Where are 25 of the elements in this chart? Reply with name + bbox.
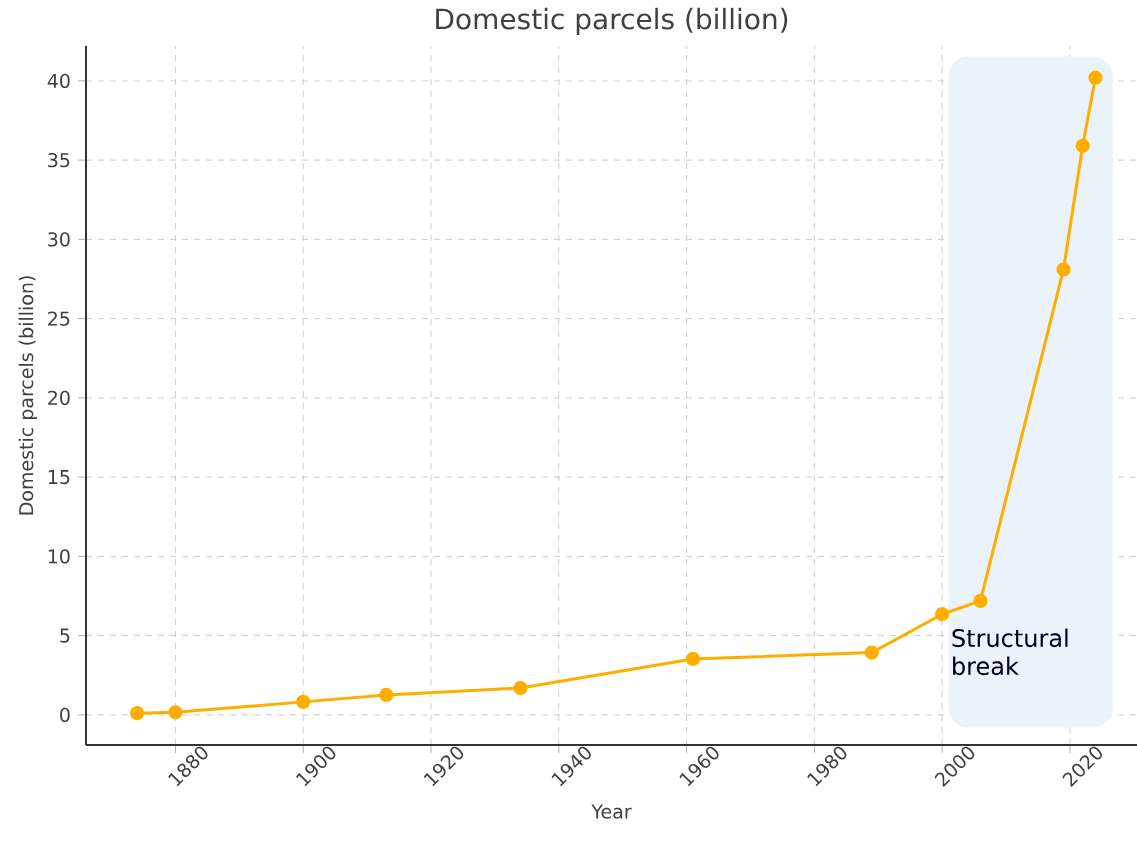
point — [1075, 138, 1090, 153]
y-tick-label: 35 — [48, 152, 70, 168]
chart-title: Domestic parcels (billion) — [436, 7, 788, 35]
point — [973, 593, 988, 608]
point — [935, 607, 950, 622]
point — [379, 687, 394, 702]
y-tick-label: 10 — [48, 549, 70, 564]
y-tick-label: 20 — [48, 390, 70, 406]
y-tick-label: 40 — [47, 73, 70, 89]
point — [130, 706, 145, 721]
point — [168, 705, 183, 720]
y-tick-label: 15 — [48, 470, 70, 485]
point — [864, 645, 879, 660]
x-axis-title: Year — [591, 804, 632, 819]
y-tick-label: 0 — [60, 707, 70, 723]
point — [685, 651, 701, 667]
y-tick-label: 30 — [48, 232, 70, 247]
point — [1088, 70, 1103, 85]
y-tick-label: 25 — [48, 311, 70, 326]
y-tick-label: 5 — [60, 628, 70, 643]
point — [296, 694, 311, 709]
point — [513, 680, 528, 696]
point — [1056, 262, 1071, 277]
band-label: Structural break — [952, 628, 1068, 676]
y-axis-title: Domestic parcels (billion) — [18, 276, 38, 515]
